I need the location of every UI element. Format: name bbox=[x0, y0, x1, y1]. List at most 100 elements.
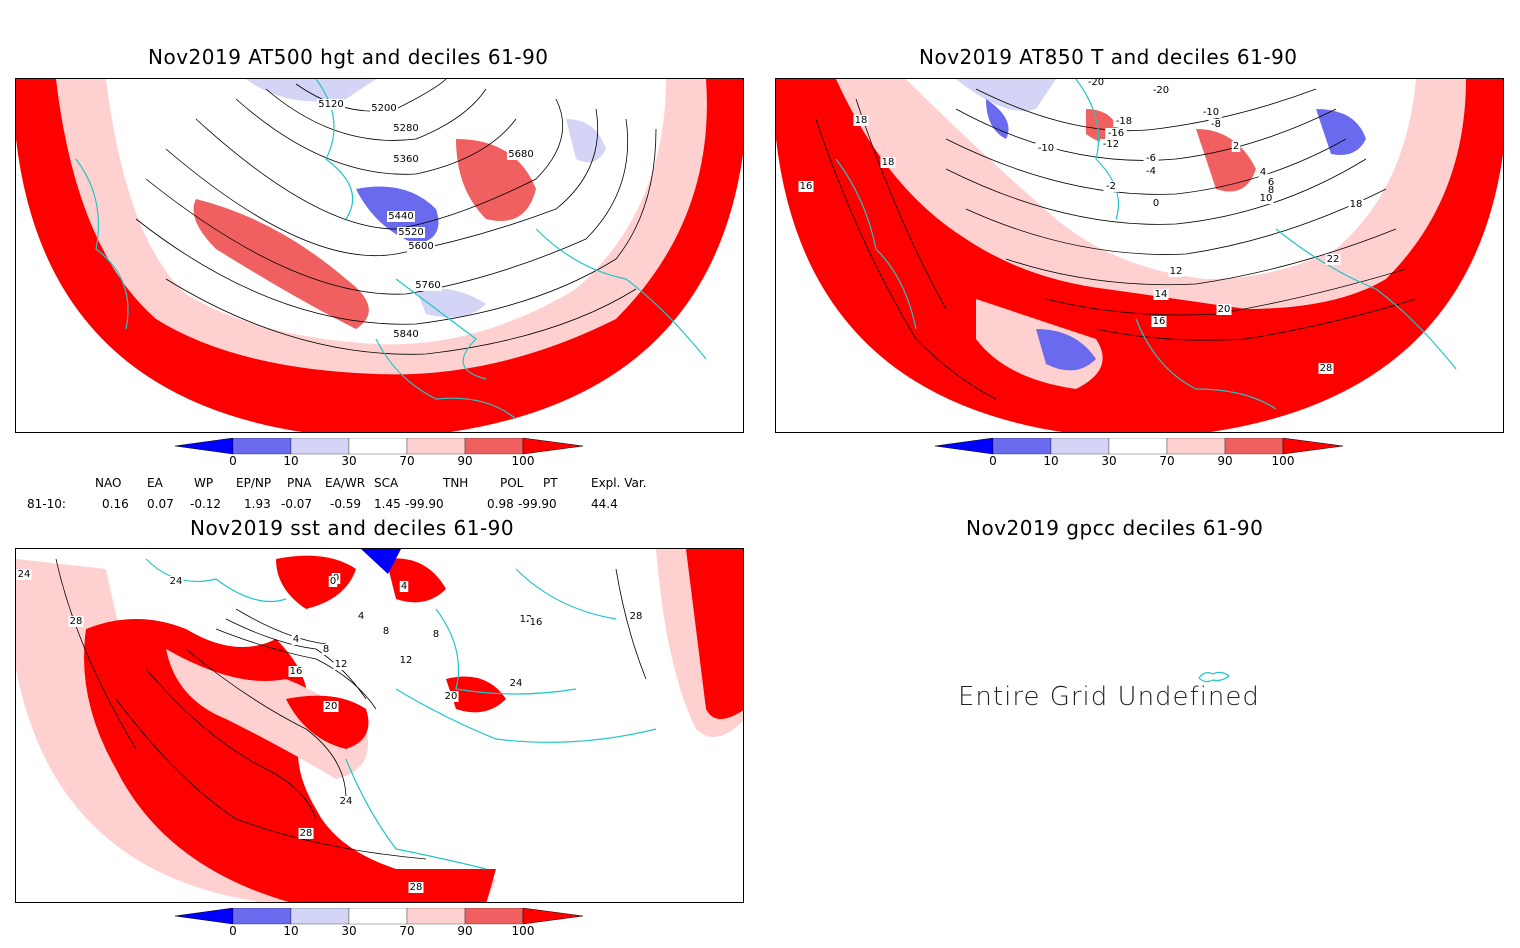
contour-label: -20 bbox=[1153, 85, 1169, 96]
colorbar-tick-label: 90 bbox=[1217, 454, 1233, 468]
colorbar-tick-label: 90 bbox=[457, 924, 473, 938]
colorbar-segment bbox=[232, 438, 292, 455]
colorbar-tick-label: 30 bbox=[341, 454, 357, 468]
contour-label: 5200 bbox=[371, 103, 396, 114]
contour-label-bg bbox=[443, 691, 459, 702]
contour-label: 5360 bbox=[393, 154, 418, 165]
colorbar-arrow-high bbox=[522, 438, 584, 455]
contour-label-bg bbox=[370, 103, 398, 114]
contour-label: 4 bbox=[358, 611, 364, 622]
hgt-colorbar: 0 10 30 70 90 100 bbox=[175, 438, 585, 478]
contour-label-bg bbox=[333, 659, 349, 670]
contour-label-bg bbox=[16, 569, 32, 580]
contour-label: -20 bbox=[1088, 79, 1104, 88]
contour-label: 20 bbox=[1218, 304, 1231, 315]
contour-label: 16 bbox=[530, 617, 543, 628]
index-header-tnh: TNH bbox=[443, 476, 469, 490]
index-value-nao: 0.16 bbox=[102, 497, 129, 511]
sst-panel-title: Nov2019 sst and deciles 61-90 bbox=[190, 516, 515, 540]
contour-label: 5840 bbox=[393, 329, 418, 340]
contour-label: 22 bbox=[1327, 254, 1340, 265]
contour-label: 28 bbox=[300, 828, 313, 839]
contour-label-bg bbox=[288, 666, 304, 677]
colorbar-segment bbox=[232, 908, 292, 925]
contour-label-bg bbox=[397, 227, 425, 238]
contour-label: 4 bbox=[1260, 167, 1266, 178]
contour-label-bg bbox=[392, 123, 420, 134]
contour-label: 28 bbox=[410, 882, 423, 893]
contour-label-bg bbox=[321, 644, 331, 655]
index-value-epnp: 1.93 bbox=[244, 497, 271, 511]
contour-label: 8 bbox=[323, 644, 329, 655]
contour-label-bg bbox=[392, 154, 420, 165]
colorbar-tick-label: 70 bbox=[399, 924, 415, 938]
contour-label: 12 bbox=[335, 659, 348, 670]
contour-label-bg bbox=[1231, 141, 1241, 152]
colorbar-arrow-high bbox=[522, 908, 584, 925]
contour-label: 18 bbox=[882, 157, 895, 168]
contour-label-bg bbox=[1100, 139, 1122, 150]
contour-label-bg bbox=[853, 115, 869, 126]
contour-label-bg bbox=[1113, 116, 1135, 127]
contour-label: 24 bbox=[510, 678, 523, 689]
contour-label-bg bbox=[1200, 107, 1222, 118]
contour-label-bg bbox=[387, 211, 415, 222]
sst-map: 24242848121620242828004481281216202428 bbox=[16, 549, 743, 902]
colorbar-segment bbox=[464, 908, 524, 925]
hgt-map: 5120 5200 5280 5360 5440 5520 5600 5680 5760 5840 bbox=[16, 79, 743, 432]
contour-label-bg bbox=[1216, 304, 1232, 315]
contour-label: -12 bbox=[1103, 139, 1119, 150]
colorbar-arrow-low bbox=[935, 438, 994, 455]
contour-label-bg bbox=[508, 678, 524, 689]
contour-label-bg bbox=[1150, 85, 1172, 96]
contour-label: 4 bbox=[401, 581, 407, 592]
gpcc-panel-title: Nov2019 gpcc deciles 61-90 bbox=[966, 516, 1264, 540]
contour-label: -16 bbox=[1108, 128, 1124, 139]
contour-label-bg bbox=[1105, 128, 1127, 139]
contour-label-bg bbox=[291, 634, 301, 645]
contour-label-bg bbox=[518, 614, 534, 625]
contour-label: 20 bbox=[445, 691, 458, 702]
contour-label-bg bbox=[381, 626, 391, 637]
contour-label: 5680 bbox=[508, 149, 533, 160]
index-row-label: 81-10: bbox=[27, 497, 66, 511]
index-header-nao: NAO bbox=[95, 476, 122, 490]
contour-label: 16 bbox=[290, 666, 303, 677]
contour-label: 12 bbox=[1170, 266, 1183, 277]
contour-label: 28 bbox=[70, 616, 83, 627]
contour-label: 5600 bbox=[408, 241, 433, 252]
colorbar-segment bbox=[1108, 438, 1168, 455]
contour-label-bg bbox=[68, 616, 84, 627]
colorbar-segment bbox=[290, 908, 350, 925]
contour-label-bg bbox=[414, 280, 442, 291]
contour-label: -6 bbox=[1146, 153, 1156, 164]
contour-label-bg bbox=[880, 157, 896, 168]
contour-label-bg bbox=[1151, 198, 1161, 209]
t850-contour-labels: -20-20-10-8-18-16-12-10-6-4-202468101214… bbox=[798, 79, 1364, 374]
contour-label-bg bbox=[1085, 79, 1107, 88]
contour-label: 24 bbox=[18, 569, 31, 580]
contour-label: 12 bbox=[520, 614, 533, 625]
contour-label-bg bbox=[1325, 254, 1341, 265]
index-value-sca: 1.45 bbox=[374, 497, 401, 511]
index-value-tnh: -99.90 bbox=[405, 497, 444, 511]
index-header-pt: PT bbox=[543, 476, 558, 490]
contour-label: 10 bbox=[1260, 193, 1273, 204]
index-header-pol: POL bbox=[500, 476, 524, 490]
contour-label-bg bbox=[1153, 289, 1169, 300]
contour-label: 28 bbox=[1320, 363, 1333, 374]
index-header-explvar: Expl. Var. bbox=[591, 476, 647, 490]
colorbar-tick-label: 30 bbox=[341, 924, 357, 938]
contour-label-bg bbox=[408, 882, 424, 893]
contour-label-bg bbox=[407, 241, 435, 252]
contour-label: 14 bbox=[1155, 289, 1168, 300]
contour-label: 5280 bbox=[393, 123, 418, 134]
index-value-pol: 0.98 bbox=[487, 497, 514, 511]
contour-label-bg bbox=[1143, 153, 1159, 164]
colorbar-segment bbox=[1166, 438, 1226, 455]
index-value-ea: 0.07 bbox=[147, 497, 174, 511]
contour-label: 8 bbox=[383, 626, 389, 637]
contour-label-bg bbox=[1318, 363, 1334, 374]
index-header-sca: SCA bbox=[374, 476, 399, 490]
t850-map-panel: -20 -20 -10 -8 -18 -16 -12 -10 -6 -4 -2 0 2 4 6 8 10 12 14… bbox=[775, 78, 1504, 433]
